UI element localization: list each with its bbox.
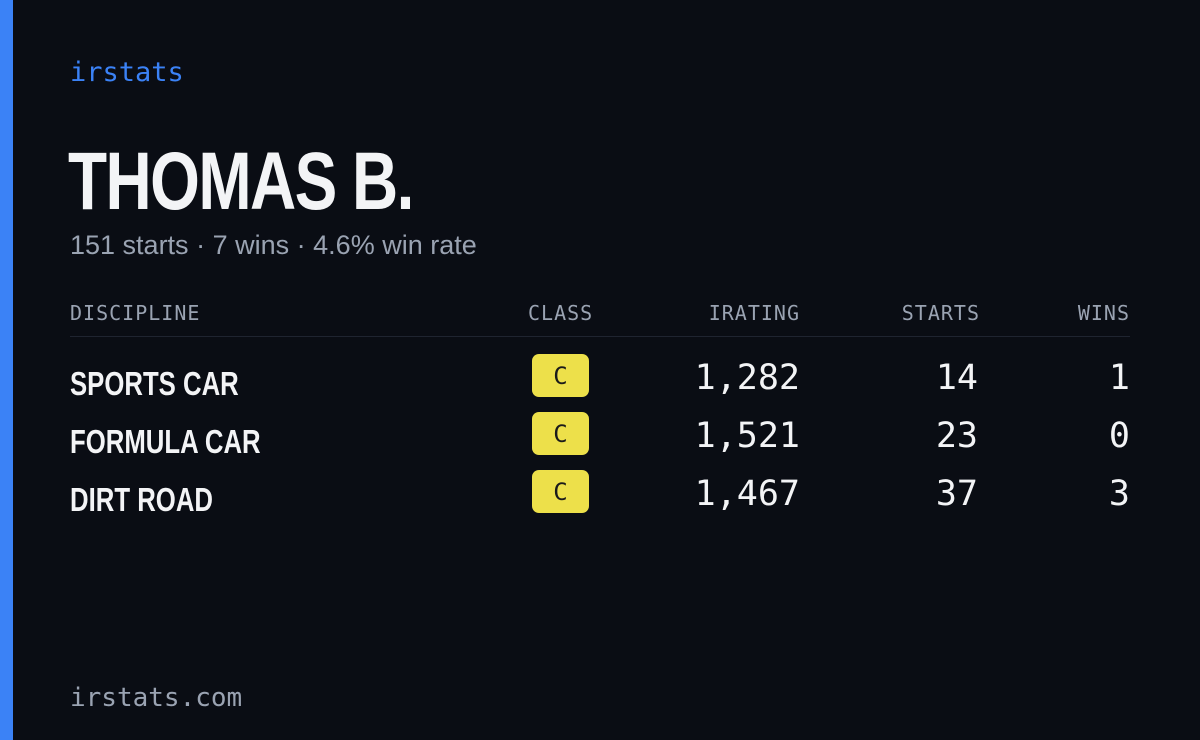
- wins-cell: 3: [1108, 474, 1130, 514]
- summary-separator: ·: [296, 230, 306, 260]
- header-starts: STARTS: [901, 301, 980, 325]
- table-row: FORMULA CAR C 1,521 23 0: [70, 408, 1130, 466]
- stats-table-header: DISCIPLINE CLASS IRATING STARTS WINS: [70, 298, 1130, 337]
- table-row: DIRT ROAD C 1,467 37 3: [70, 466, 1130, 524]
- irating-cell: 1,282: [694, 358, 800, 398]
- irating-cell: 1,521: [694, 416, 800, 456]
- win-rate-summary: 4.6% win rate: [313, 230, 477, 260]
- discipline-cell: DIRT ROAD: [70, 481, 213, 518]
- license-class-badge: C: [532, 412, 589, 455]
- table-row: SPORTS CAR C 1,282 14 1: [70, 350, 1130, 408]
- footer-url: irstats.com: [70, 683, 243, 713]
- summary-separator: ·: [196, 230, 206, 260]
- starts-summary: 151 starts: [70, 230, 189, 260]
- header-class: CLASS: [528, 301, 594, 325]
- license-class-badge: C: [532, 470, 589, 513]
- discipline-cell: FORMULA CAR: [70, 423, 261, 460]
- irating-cell: 1,467: [694, 474, 800, 514]
- wins-cell: 1: [1108, 358, 1130, 398]
- wins-summary: 7 wins: [212, 230, 290, 260]
- driver-name: THOMAS B.: [68, 136, 414, 227]
- discipline-cell: SPORTS CAR: [70, 365, 239, 402]
- header-discipline: DISCIPLINE: [70, 301, 201, 325]
- starts-cell: 37: [935, 474, 978, 514]
- starts-cell: 23: [935, 416, 978, 456]
- header-irating: IRATING: [708, 301, 800, 325]
- wins-cell: 0: [1108, 416, 1130, 456]
- starts-cell: 14: [935, 358, 978, 398]
- license-class-badge: C: [532, 354, 589, 397]
- driver-summary: 151 starts · 7 wins · 4.6% win rate: [70, 228, 477, 262]
- brand-logo-text: irstats: [70, 57, 184, 88]
- header-wins: WINS: [1077, 301, 1130, 325]
- accent-bar: [0, 0, 13, 740]
- stats-table-body: SPORTS CAR C 1,282 14 1 FORMULA CAR C 1,…: [70, 350, 1130, 524]
